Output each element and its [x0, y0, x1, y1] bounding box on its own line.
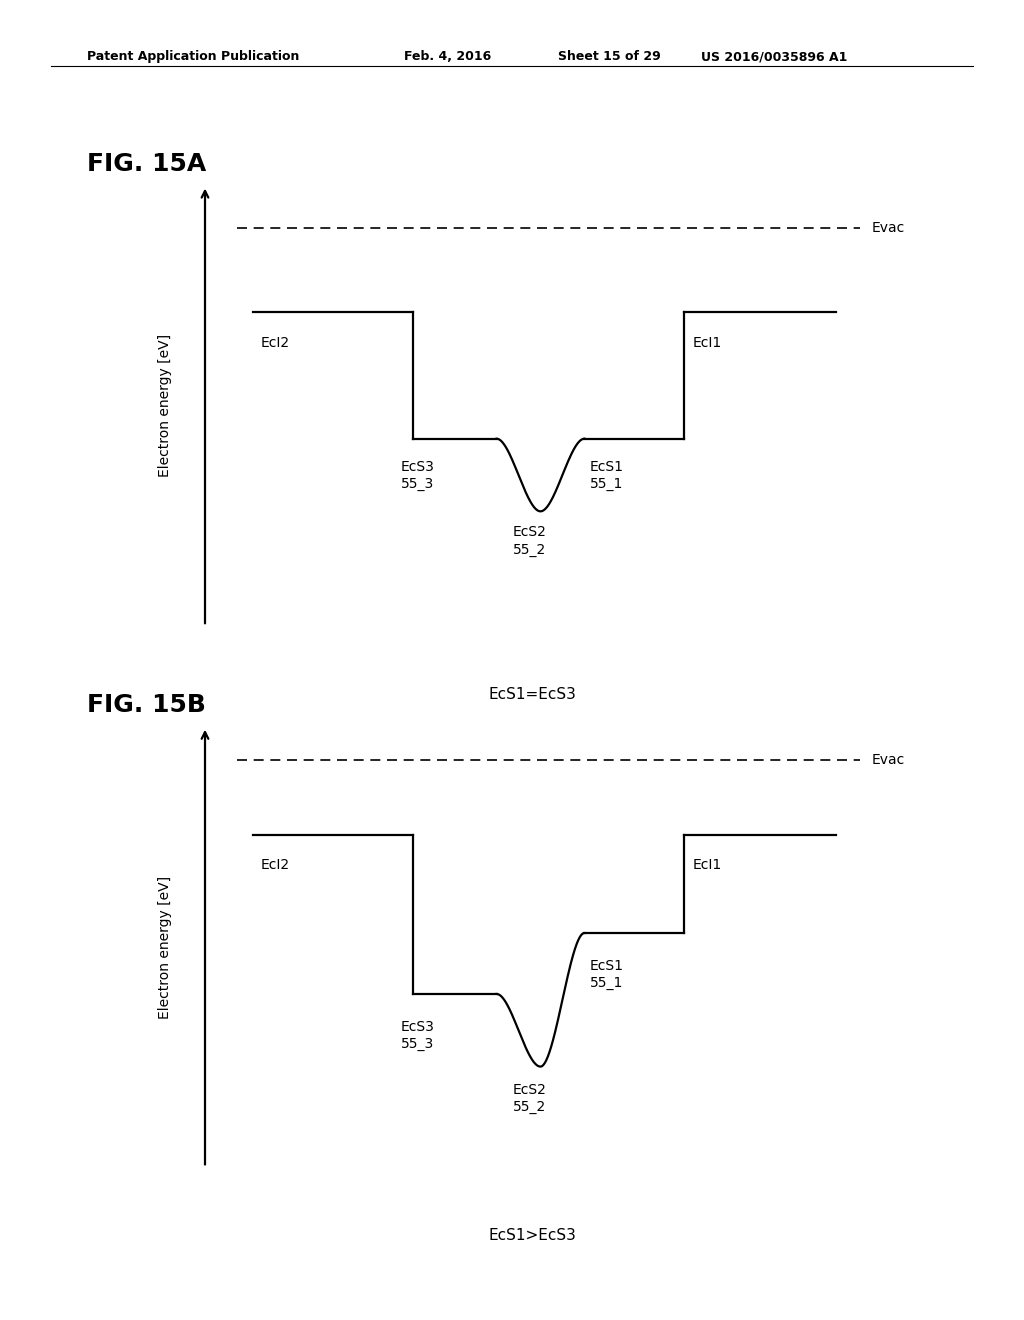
Text: EcI2: EcI2 — [261, 335, 290, 350]
Text: EcS1=EcS3: EcS1=EcS3 — [488, 686, 577, 702]
Text: Sheet 15 of 29: Sheet 15 of 29 — [558, 50, 660, 63]
Text: EcS1
55_1: EcS1 55_1 — [590, 958, 624, 990]
Text: EcS3
55_3: EcS3 55_3 — [400, 459, 434, 491]
Text: FIG. 15A: FIG. 15A — [87, 152, 206, 176]
Text: Electron energy [eV]: Electron energy [eV] — [158, 875, 172, 1019]
Text: Evac: Evac — [872, 752, 905, 767]
Text: EcS2
55_2: EcS2 55_2 — [512, 1082, 547, 1114]
Text: EcS2
55_2: EcS2 55_2 — [512, 525, 547, 557]
Text: FIG. 15B: FIG. 15B — [87, 693, 206, 717]
Text: Patent Application Publication: Patent Application Publication — [87, 50, 299, 63]
Text: Electron energy [eV]: Electron energy [eV] — [158, 334, 172, 478]
Text: US 2016/0035896 A1: US 2016/0035896 A1 — [701, 50, 848, 63]
Text: EcS3
55_3: EcS3 55_3 — [400, 1020, 434, 1051]
Text: Evac: Evac — [872, 220, 905, 235]
Text: EcI1: EcI1 — [692, 335, 722, 350]
Text: Feb. 4, 2016: Feb. 4, 2016 — [404, 50, 492, 63]
Text: EcS1>EcS3: EcS1>EcS3 — [488, 1228, 577, 1243]
Text: EcS1
55_1: EcS1 55_1 — [590, 459, 624, 491]
Text: EcI1: EcI1 — [692, 858, 722, 873]
Text: EcI2: EcI2 — [261, 858, 290, 873]
